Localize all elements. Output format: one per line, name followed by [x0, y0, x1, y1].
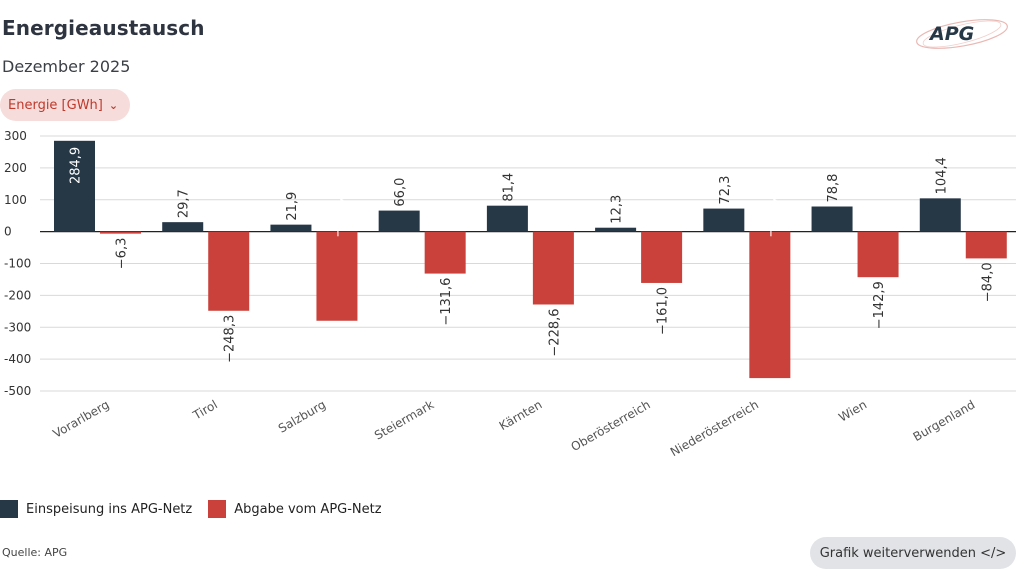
- legend-item-abgabe[interactable]: Abgabe vom APG-Netz: [208, 500, 382, 518]
- data-label: 104,4: [934, 157, 949, 194]
- category-label: Niederösterreich: [668, 397, 761, 459]
- legend-swatch-einspeisung: [0, 500, 18, 518]
- legend-label-einspeisung: Einspeisung ins APG-Netz: [26, 501, 193, 517]
- metric-dropdown-label: Energie [GWh]: [8, 97, 103, 113]
- bar-abgabe: [965, 231, 1007, 259]
- data-label: −142,9: [872, 281, 887, 329]
- data-label: −161,0: [656, 287, 671, 335]
- data-label: 72,3: [718, 176, 733, 205]
- bar-einspeisung: [703, 208, 745, 232]
- bar-einspeisung: [486, 205, 528, 232]
- legend-swatch-abgabe: [208, 500, 227, 518]
- bar-einspeisung: [378, 210, 420, 232]
- bar-einspeisung: [919, 198, 961, 232]
- category-label: Vorarlberg: [50, 397, 111, 440]
- category-label: Salzburg: [276, 397, 328, 435]
- data-label: 78,8: [826, 174, 841, 203]
- y-tick-label: -200: [4, 288, 31, 302]
- bar-einspeisung: [595, 227, 637, 232]
- bar-abgabe: [208, 231, 250, 311]
- y-tick-label: -100: [4, 257, 31, 271]
- bar-einspeisung: [54, 140, 95, 232]
- bar-einspeisung: [270, 224, 312, 232]
- y-tick-label: 100: [4, 193, 27, 207]
- apg-logo: APG: [916, 19, 1008, 49]
- y-tick-label: -500: [4, 384, 31, 398]
- data-label: −84,0: [980, 262, 995, 302]
- svg-text:APG: APG: [928, 23, 974, 45]
- y-tick-label: 0: [4, 225, 12, 239]
- y-tick-label: 200: [4, 161, 27, 175]
- bar-chart: 300 200 100 0 -100 -200 -300 -400 -500 284,9 −6,3 V…: [4, 129, 1016, 459]
- category-label: Burgenland: [911, 397, 978, 444]
- y-tick-label: -400: [4, 352, 31, 366]
- reuse-graphic-button[interactable]: Grafik weiterverwenden </>: [810, 537, 1016, 569]
- bar-abgabe: [641, 231, 683, 283]
- data-label: −131,6: [439, 278, 454, 326]
- chart-title: Energieaustausch: [2, 16, 205, 40]
- chevron-down-icon: ⌄: [108, 98, 119, 112]
- data-label: −279,6: [331, 190, 346, 238]
- source-note: Quelle: APG: [2, 546, 68, 559]
- chart-legend: Einspeisung ins APG-Netz Abgabe vom APG-…: [0, 500, 398, 518]
- category-label: Kärnten: [497, 397, 545, 433]
- bar-abgabe: [424, 231, 466, 274]
- chart-subtitle: Dezember 2025: [2, 57, 131, 76]
- data-label: 81,4: [501, 173, 516, 202]
- bar-abgabe: [857, 231, 899, 278]
- y-tick-label: -300: [4, 320, 31, 334]
- data-label: 66,0: [393, 178, 408, 207]
- y-tick-label: 300: [4, 129, 27, 143]
- bar-einspeisung: [162, 222, 204, 232]
- data-label: −6,3: [115, 238, 130, 270]
- data-label: −459,5: [764, 190, 779, 238]
- data-label: 284,9: [69, 147, 84, 184]
- bar-einspeisung: [811, 206, 853, 232]
- legend-item-einspeisung[interactable]: Einspeisung ins APG-Netz: [0, 500, 192, 518]
- data-label: 21,9: [285, 192, 300, 221]
- metric-dropdown[interactable]: Energie [GWh] ⌄: [0, 89, 131, 121]
- bar-abgabe: [100, 231, 141, 234]
- data-label: 12,3: [610, 195, 625, 224]
- category-label: Wien: [836, 397, 869, 424]
- legend-label-abgabe: Abgabe vom APG-Netz: [234, 501, 382, 517]
- category-label: Oberösterreich: [569, 397, 653, 454]
- bar-abgabe: [749, 231, 791, 379]
- bar-abgabe: [316, 231, 358, 321]
- data-label: −248,3: [223, 315, 238, 363]
- bar-abgabe: [532, 231, 574, 305]
- category-label: Tirol: [190, 397, 220, 422]
- data-label: 29,7: [177, 189, 192, 218]
- category-label: Steiermark: [372, 397, 436, 442]
- data-label: −228,6: [547, 308, 562, 356]
